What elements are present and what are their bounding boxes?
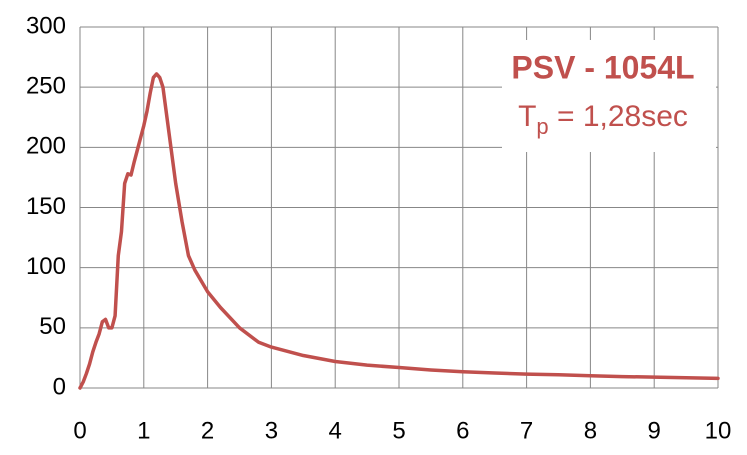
x-tick-label: 7 (520, 417, 533, 444)
x-tick-label: 9 (648, 417, 661, 444)
x-tick-label: 5 (392, 417, 405, 444)
y-tick-label: 250 (26, 73, 66, 100)
annotation-part: = 1,28sec (549, 100, 688, 133)
x-tick-label: 0 (73, 417, 86, 444)
plot (78, 72, 720, 390)
annotation-part: T (518, 100, 536, 133)
data-line (78, 72, 720, 390)
x-tick-label: 6 (456, 417, 469, 444)
x-tick-label: 3 (265, 417, 278, 444)
y-tick-label: 100 (26, 253, 66, 280)
grid (79, 26, 719, 389)
annotation-period: Tp = 1,28sec (518, 100, 688, 139)
x-tick-label: 1 (137, 417, 150, 444)
x-tick-label: 10 (705, 417, 732, 444)
annotation-box (502, 40, 716, 152)
y-tick-label: 200 (26, 133, 66, 160)
x-tick-label: 2 (201, 417, 214, 444)
annotation-subscript: p (536, 114, 548, 139)
y-tick-label: 50 (39, 313, 66, 340)
x-tick-label: 8 (584, 417, 597, 444)
x-tick-label: 4 (329, 417, 342, 444)
y-tick-label: 150 (26, 193, 66, 220)
y-tick-label: 0 (53, 373, 66, 400)
annotation-title: PSV - 1054L (511, 49, 694, 85)
y-tick-label: 300 (26, 12, 66, 39)
